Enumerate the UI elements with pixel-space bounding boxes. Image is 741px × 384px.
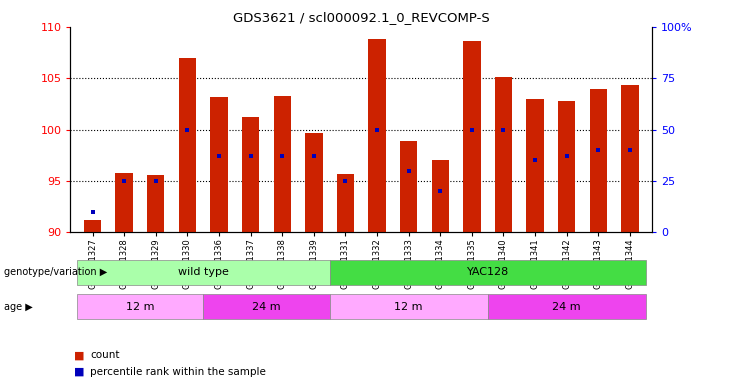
Bar [400,141,417,232]
Bar [368,39,386,232]
Bar [336,174,354,232]
Bar [495,77,512,232]
Bar [203,295,330,319]
Bar [463,41,481,232]
Title: GDS3621 / scl000092.1_0_REVCOMP-S: GDS3621 / scl000092.1_0_REVCOMP-S [233,11,490,24]
Bar [242,117,259,232]
Bar [210,97,227,232]
Bar [179,58,196,232]
Bar [488,295,645,319]
Bar [77,260,330,285]
Text: count: count [90,350,120,360]
Text: percentile rank within the sample: percentile rank within the sample [90,367,266,377]
Bar [305,133,322,232]
Bar [590,88,607,232]
Bar [558,101,576,232]
Text: 12 m: 12 m [394,302,423,312]
Bar [147,175,165,232]
Bar [84,220,102,232]
Text: 24 m: 24 m [252,302,281,312]
Text: YAC128: YAC128 [467,267,509,277]
Bar [116,173,133,232]
Bar [526,99,544,232]
Text: ■: ■ [74,367,84,377]
Bar [330,295,488,319]
Text: genotype/variation ▶: genotype/variation ▶ [4,267,107,277]
Bar [77,295,203,319]
Text: 24 m: 24 m [552,302,581,312]
Text: age ▶: age ▶ [4,302,33,312]
Text: wild type: wild type [178,267,229,277]
Bar [621,85,639,232]
Bar [273,96,291,232]
Text: ■: ■ [74,350,84,360]
Bar [431,161,449,232]
Bar [330,260,645,285]
Text: 12 m: 12 m [126,302,154,312]
